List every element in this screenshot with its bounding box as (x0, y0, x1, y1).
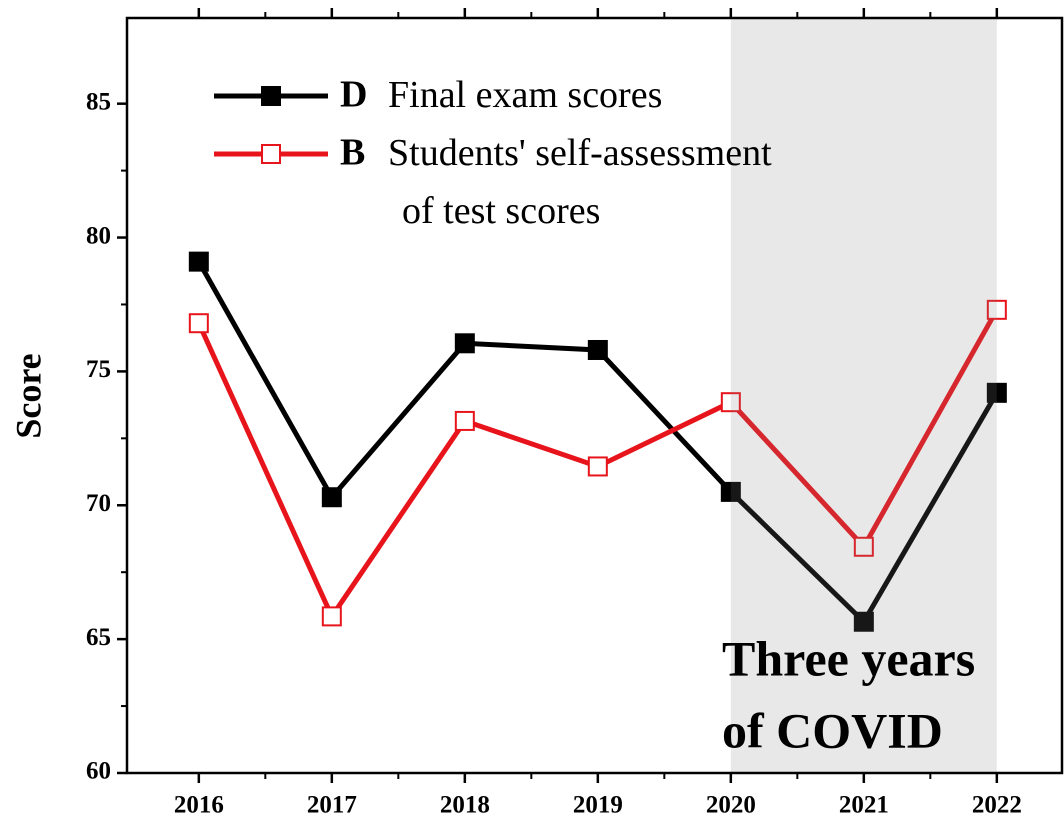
legend-marker (261, 86, 281, 106)
legend-label: Students' self-assessment of test scores (388, 132, 772, 232)
marker (986, 382, 1007, 403)
x-tick-label: 2021 (839, 792, 889, 819)
legend-label: Final exam scores (388, 74, 662, 116)
x-tick-label: 2019 (573, 792, 623, 819)
legend-label-line: of test scores (402, 190, 600, 232)
marker (188, 313, 209, 334)
marker (454, 333, 475, 354)
marker (454, 410, 475, 431)
y-tick-label: 75 (86, 356, 111, 383)
legend-letter: B (340, 132, 365, 174)
x-tick-label: 2022 (972, 792, 1022, 819)
y-tick-label: 65 (86, 624, 111, 651)
covid-span (730, 18, 997, 773)
legend-marker (261, 144, 281, 164)
y-axis-label: Score (8, 353, 48, 438)
marker (986, 299, 1007, 320)
legend-letter: D (340, 74, 367, 116)
marker (321, 606, 342, 627)
y-tick-label: 60 (86, 758, 111, 785)
marker (321, 487, 342, 508)
marker (853, 536, 874, 557)
plot-frame (125, 16, 1064, 775)
legend-label-line: Students' self-assessment (388, 132, 772, 174)
marker (720, 481, 741, 502)
y-tick-label: 85 (86, 88, 111, 115)
x-tick-label: 2017 (307, 792, 357, 819)
y-tick-label: 80 (86, 222, 111, 249)
marker (720, 392, 741, 413)
legend-label-line: Final exam scores (388, 74, 662, 116)
x-tick-label: 2016 (174, 792, 224, 819)
y-tick-label: 70 (86, 490, 111, 517)
marker (853, 611, 874, 632)
marker (587, 456, 608, 477)
annotation: Three years (722, 630, 975, 686)
annotation: of COVID (722, 702, 943, 758)
x-tick-label: 2018 (440, 792, 490, 819)
x-tick-label: 2020 (706, 792, 756, 819)
marker (188, 251, 209, 272)
marker (587, 339, 608, 360)
